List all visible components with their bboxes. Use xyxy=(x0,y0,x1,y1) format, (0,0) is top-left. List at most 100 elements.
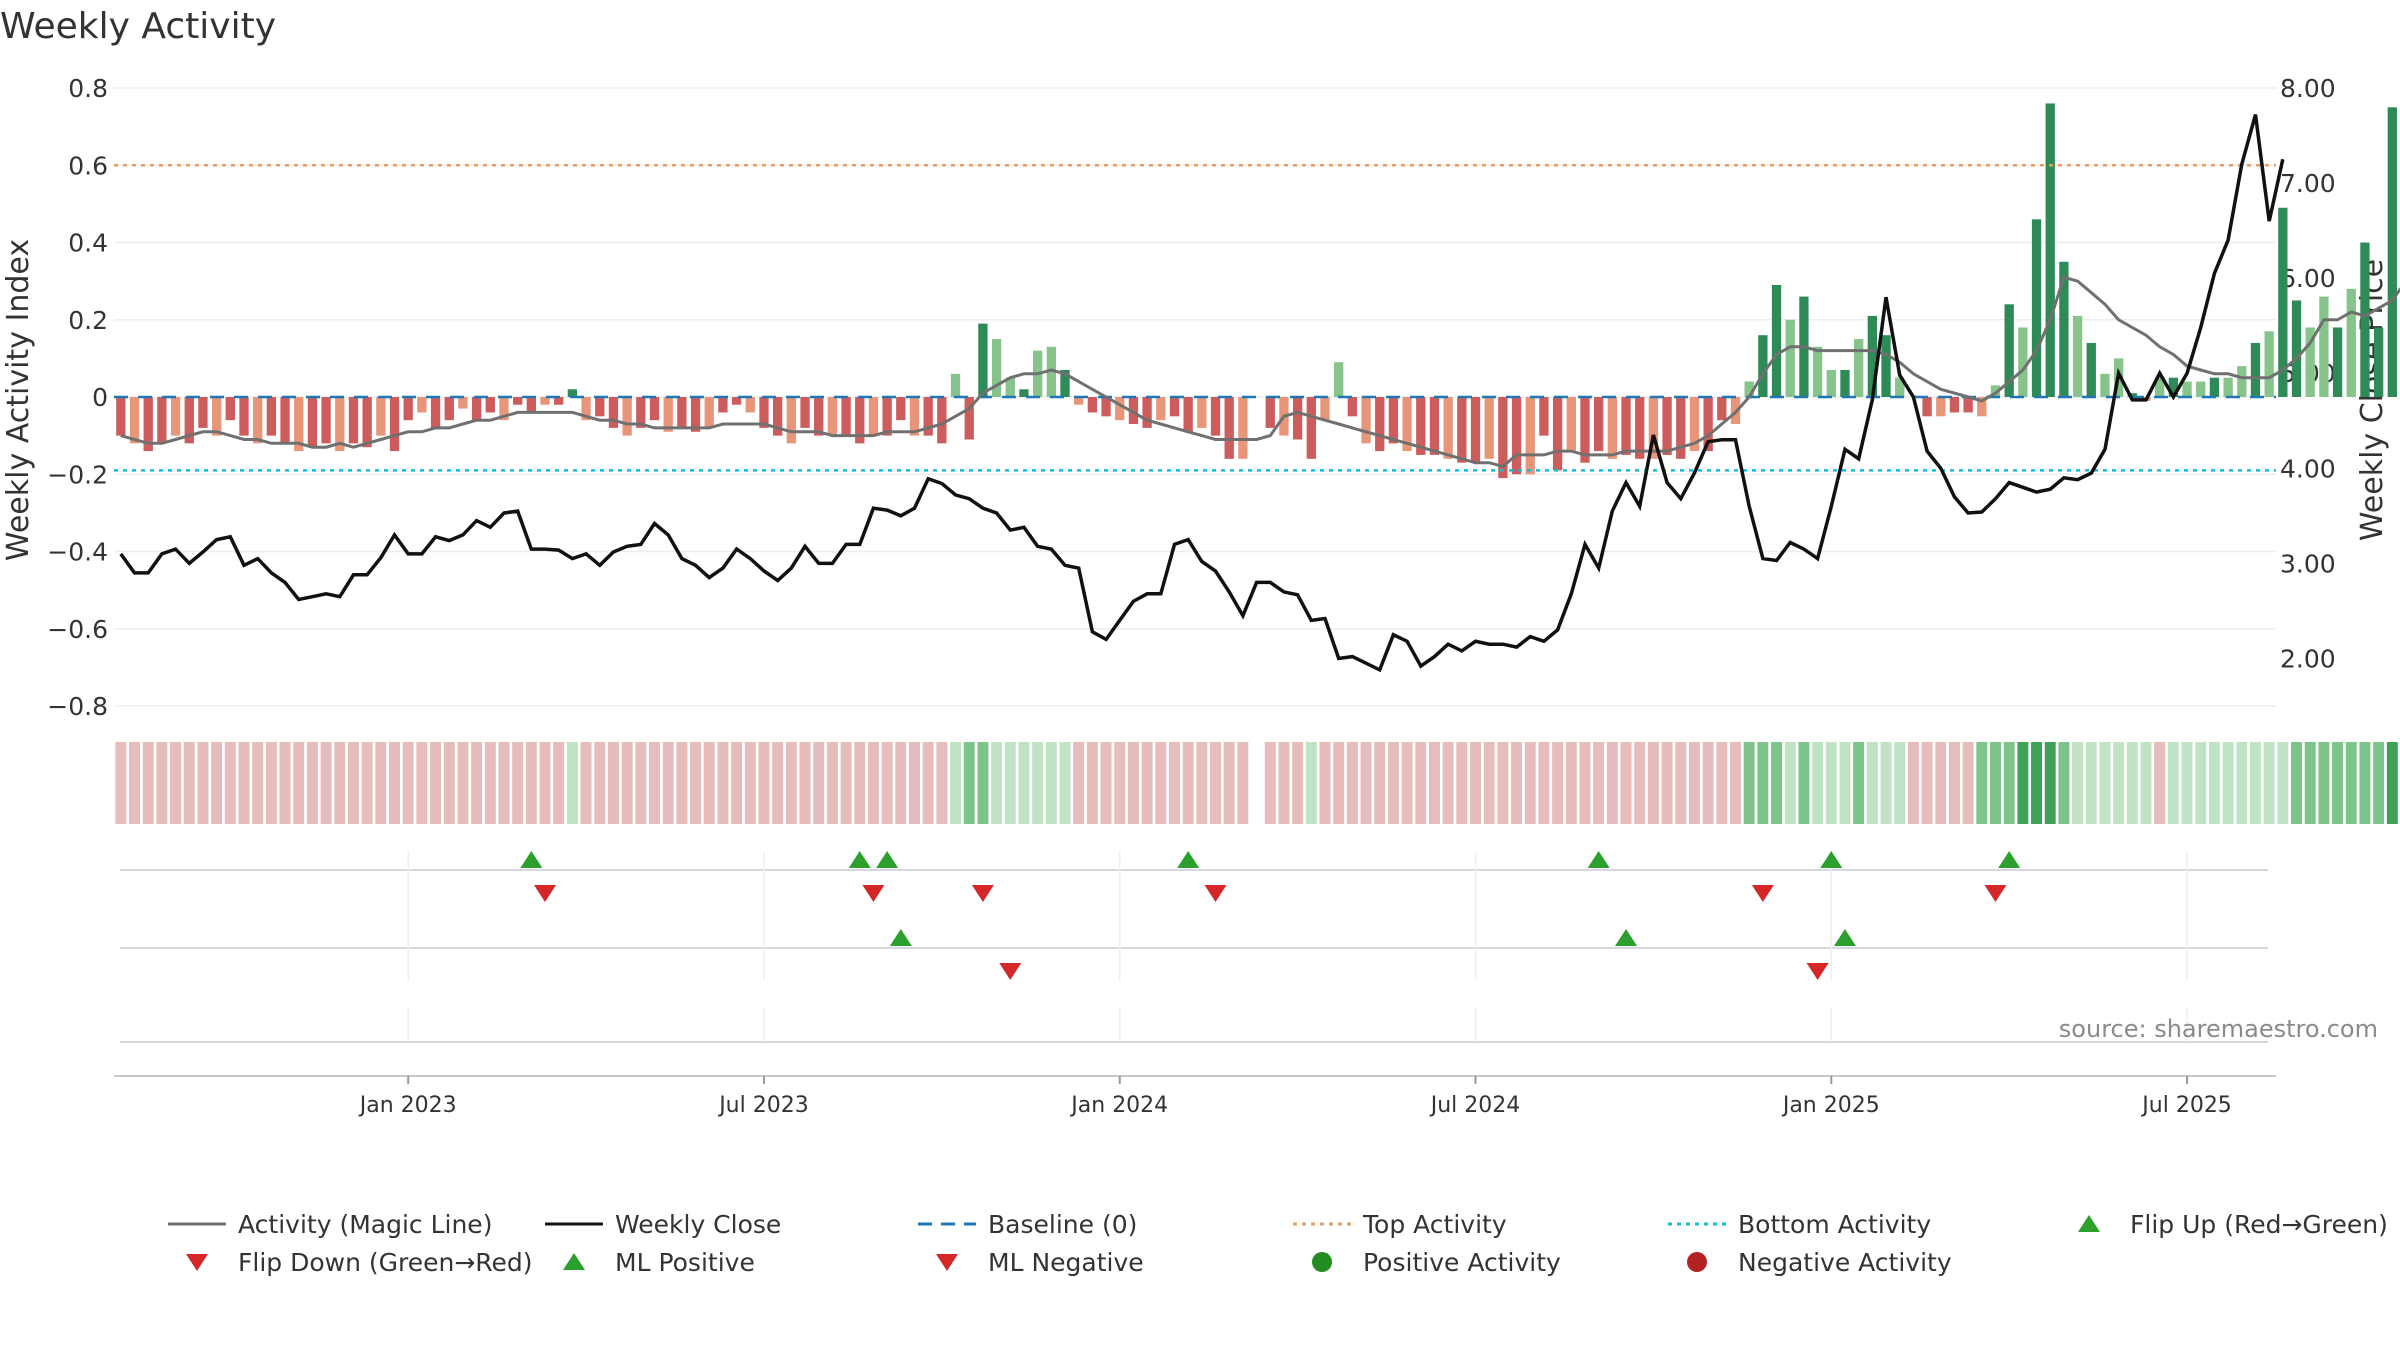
activity-bar xyxy=(1703,397,1713,452)
activity-bar xyxy=(526,397,537,413)
activity-bar xyxy=(1881,335,1891,397)
activity-bar xyxy=(1566,397,1576,452)
y-tick-label: −0.8 xyxy=(47,692,108,721)
activity-bar xyxy=(677,397,687,428)
strip-cell xyxy=(2277,742,2289,824)
activity-bar xyxy=(909,397,920,436)
strip-cell xyxy=(1182,742,1194,824)
strip-cell xyxy=(375,742,387,824)
legend-label: Activity (Magic Line) xyxy=(238,1210,492,1239)
flip-up-marker xyxy=(1587,851,1610,868)
legend-swatch xyxy=(563,1253,585,1270)
activity-bar xyxy=(608,397,619,428)
weekly-close-series xyxy=(119,114,2285,673)
x-tick-label: Jul 2024 xyxy=(1429,1093,1521,1118)
activity-bar xyxy=(184,397,194,444)
strip-cell xyxy=(1415,742,1427,824)
strip-cell xyxy=(320,742,332,824)
activity-bar xyxy=(1429,397,1440,455)
strip-cell xyxy=(1579,742,1591,824)
activity-bar xyxy=(2196,381,2206,397)
strip-cell xyxy=(922,742,934,824)
strip-cell xyxy=(1278,742,1290,824)
activity-bar xyxy=(663,397,673,432)
strip-cell xyxy=(1634,742,1646,824)
activity-bar xyxy=(2291,300,2302,397)
legend-swatch xyxy=(1687,1252,1707,1272)
strip-cell xyxy=(2031,742,2043,824)
activity-bar xyxy=(417,397,427,413)
activity-bar xyxy=(841,397,851,436)
x-tick-label: Jan 2023 xyxy=(358,1093,457,1118)
activity-bar xyxy=(1812,346,1823,397)
strip-cell xyxy=(1675,742,1687,824)
strip-cell xyxy=(717,742,729,824)
activity-bar xyxy=(1306,397,1316,459)
legend-swatch xyxy=(936,1254,958,1271)
strip-cell xyxy=(1196,742,1208,824)
strip-cell xyxy=(1100,742,1112,824)
strip-cell xyxy=(1661,742,1673,824)
strip-cell xyxy=(1825,742,1837,824)
strip-cell xyxy=(1511,742,1523,824)
activity-bar xyxy=(1443,397,1453,459)
strip-cell xyxy=(2250,742,2261,824)
activity-bar xyxy=(1388,397,1399,444)
y-tick-label: 0 xyxy=(92,383,108,412)
chart-title: Weekly Activity xyxy=(0,6,276,47)
flip-up-marker xyxy=(876,851,899,868)
activity-bar xyxy=(896,397,906,421)
activity-bar xyxy=(2223,377,2233,397)
activity-bar xyxy=(1580,397,1590,463)
activity-bar xyxy=(444,397,454,421)
strip-cell xyxy=(1210,742,1221,824)
activity-bar xyxy=(294,397,304,452)
activity-bar xyxy=(2072,315,2083,397)
strip-cell xyxy=(1387,742,1399,824)
activity-bar xyxy=(2086,342,2096,397)
legend-swatch xyxy=(1312,1252,1332,1272)
activity-bar xyxy=(1607,397,1618,459)
strip-cell xyxy=(498,742,510,824)
activity-bar xyxy=(499,397,509,421)
activity-bar xyxy=(1292,397,1303,440)
strip-cell xyxy=(1771,742,1783,824)
strip-cell xyxy=(813,742,825,824)
strip-cell xyxy=(1470,742,1481,824)
activity-bar xyxy=(1511,397,1522,475)
strip-cell xyxy=(1073,742,1085,824)
activity-bar xyxy=(1320,397,1330,421)
strip-cell xyxy=(1962,742,1974,824)
left-y-axis-label: Weekly Activity Index xyxy=(1,239,36,561)
strip-cell xyxy=(279,742,291,824)
strip-cell xyxy=(2208,742,2220,824)
y-right-tick-label: 7.00 xyxy=(2280,169,2336,198)
strip-cell xyxy=(1812,742,1824,824)
activity-bar xyxy=(389,397,400,452)
activity-bar xyxy=(2031,219,2042,397)
activity-bar xyxy=(170,397,181,436)
activity-bar xyxy=(2319,296,2329,397)
strip-cell xyxy=(1606,742,1618,824)
legend-label: Flip Down (Green→Red) xyxy=(238,1248,533,1277)
strip-cell xyxy=(690,742,702,824)
legend-label: Top Activity xyxy=(1362,1210,1507,1239)
strip-cell xyxy=(607,742,619,824)
activity-bar xyxy=(759,397,769,428)
strip-cell xyxy=(2332,742,2344,824)
activity-bar xyxy=(649,397,660,421)
activity-bar xyxy=(1771,284,1782,397)
activity-bar xyxy=(1087,397,1098,413)
activity-bars xyxy=(116,103,2397,479)
activity-bar xyxy=(1156,397,1166,421)
activity-bar xyxy=(1525,397,1535,475)
activity-bar xyxy=(430,397,441,428)
activity-bar xyxy=(745,397,755,413)
activity-bar xyxy=(1457,397,1467,463)
y-right-tick-label: 6.00 xyxy=(2280,264,2336,293)
activity-bar xyxy=(2209,377,2220,397)
strip-cell xyxy=(1237,742,1249,824)
strip-cell xyxy=(826,742,838,824)
strip-cell xyxy=(1333,742,1345,824)
